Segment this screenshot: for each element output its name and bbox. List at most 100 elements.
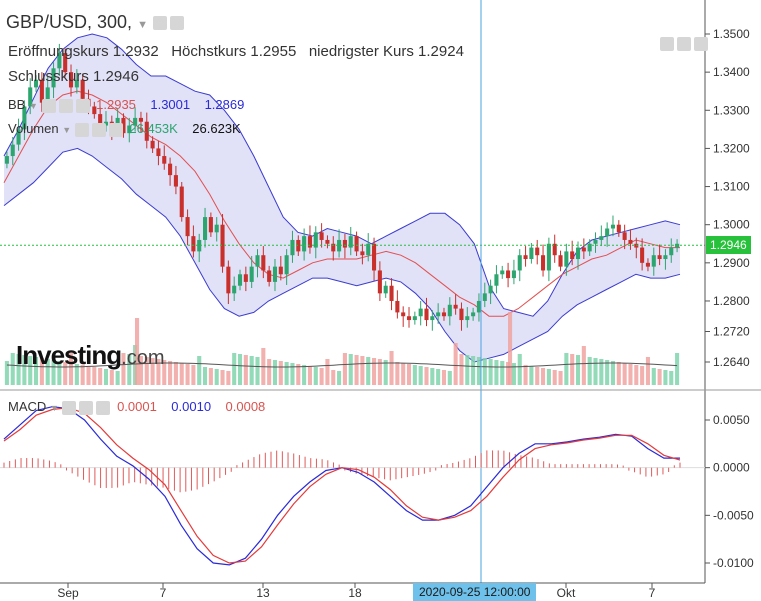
investing-logo: Investing.com <box>16 340 164 371</box>
chevron-down-icon[interactable]: ▼ <box>137 19 148 31</box>
volume-bar <box>144 357 149 385</box>
candle-body <box>302 236 307 252</box>
candle-body <box>663 255 668 260</box>
volume-bar <box>331 370 336 385</box>
volume-bar <box>267 359 272 385</box>
bollinger-band-fill <box>4 34 680 362</box>
volume-value-1: 26.453K <box>129 121 178 136</box>
settings-icon[interactable] <box>79 400 94 415</box>
candle-body <box>476 300 481 313</box>
volume-bar <box>418 366 423 385</box>
volume-bar <box>39 358 44 385</box>
candle-body <box>529 247 534 260</box>
volume-bar <box>354 355 359 385</box>
volume-bar <box>587 357 592 385</box>
volume-bar <box>150 358 155 385</box>
candle-body <box>546 243 551 271</box>
volume-bar <box>523 365 528 385</box>
volume-bar <box>552 370 557 385</box>
volume-bar <box>168 361 173 385</box>
volume-bar <box>634 365 639 385</box>
candle-body <box>412 316 417 321</box>
volume-bar <box>628 364 633 385</box>
volume-bar <box>92 367 97 385</box>
candle-body <box>482 293 487 301</box>
candle-body <box>28 87 33 107</box>
candle-body <box>348 236 353 248</box>
candle-body <box>383 285 388 294</box>
crosshair-time-tag: 2020-09-25 12:00:00 <box>413 583 537 601</box>
candle-body <box>570 251 575 260</box>
visibility-icon[interactable] <box>74 122 89 137</box>
volume-bar <box>4 361 9 385</box>
volume-bar <box>185 364 190 385</box>
open-label: Eröffnungskurs <box>8 43 109 60</box>
volume-bar <box>232 353 237 385</box>
settings-icon[interactable] <box>58 98 73 113</box>
volume-bar <box>663 370 668 385</box>
arrow-down-icon[interactable] <box>660 36 674 51</box>
candle-body <box>640 247 645 263</box>
volume-bar <box>675 353 680 385</box>
candle-body <box>138 117 143 122</box>
maximize-icon[interactable] <box>694 36 708 51</box>
candle-body <box>581 247 586 252</box>
y-tick-label: 1.2720 <box>713 324 750 338</box>
candle-body <box>296 239 301 252</box>
volume-bar <box>488 359 493 385</box>
settings-icon[interactable] <box>91 122 106 137</box>
chevron-down-icon[interactable]: ▼ <box>49 403 59 413</box>
volume-ma-line <box>6 362 678 368</box>
volume-bar <box>63 362 68 385</box>
macd-signal-line <box>3 406 681 564</box>
bb-mid-value: 1.2935 <box>96 97 136 112</box>
candle-body <box>430 316 435 321</box>
volume-bar <box>173 362 178 385</box>
candle-body <box>191 236 196 252</box>
candle-body <box>436 312 441 317</box>
visibility-icon[interactable] <box>62 400 77 415</box>
candle-body <box>237 274 243 286</box>
volume-bar <box>115 371 120 385</box>
candle-body <box>249 266 254 282</box>
candle-body <box>133 117 138 126</box>
candle-body <box>331 243 336 252</box>
volume-bar <box>51 360 56 385</box>
volume-bar <box>581 346 586 385</box>
chevron-down-icon[interactable]: ▼ <box>62 125 72 135</box>
volume-bar <box>360 356 365 385</box>
candle-body <box>418 308 423 317</box>
candle-body <box>441 312 447 317</box>
visibility-icon[interactable] <box>152 16 167 31</box>
volume-bar <box>389 351 394 385</box>
y-tick-label: 0.0050 <box>713 413 750 427</box>
volume-bar <box>669 371 674 385</box>
volume-bar <box>307 366 312 385</box>
candle-body <box>587 243 592 252</box>
volume-bar <box>465 355 470 385</box>
candle-body <box>395 300 400 313</box>
y-tick-label: 1.2800 <box>713 294 750 308</box>
volume-bar <box>22 355 27 385</box>
close-icon[interactable] <box>75 98 90 113</box>
close-icon[interactable] <box>96 400 111 415</box>
volume-bar <box>214 369 219 385</box>
settings-icon[interactable] <box>169 16 184 31</box>
volume-bar <box>541 368 546 385</box>
candle-body <box>465 316 470 321</box>
volume-bar <box>593 358 598 385</box>
candle-body <box>22 106 27 130</box>
volume-bar <box>68 353 74 385</box>
candle-body <box>389 285 394 301</box>
visibility-icon[interactable] <box>41 98 56 113</box>
volume-bar <box>430 368 435 385</box>
candle-body <box>179 186 184 218</box>
candle-body <box>541 255 546 271</box>
candle-body <box>377 270 382 294</box>
candle-body <box>16 129 21 145</box>
close-icon[interactable] <box>108 122 123 137</box>
arrow-up-icon[interactable] <box>677 36 691 51</box>
chevron-down-icon[interactable]: ▼ <box>28 101 38 111</box>
candle-body <box>406 316 412 321</box>
